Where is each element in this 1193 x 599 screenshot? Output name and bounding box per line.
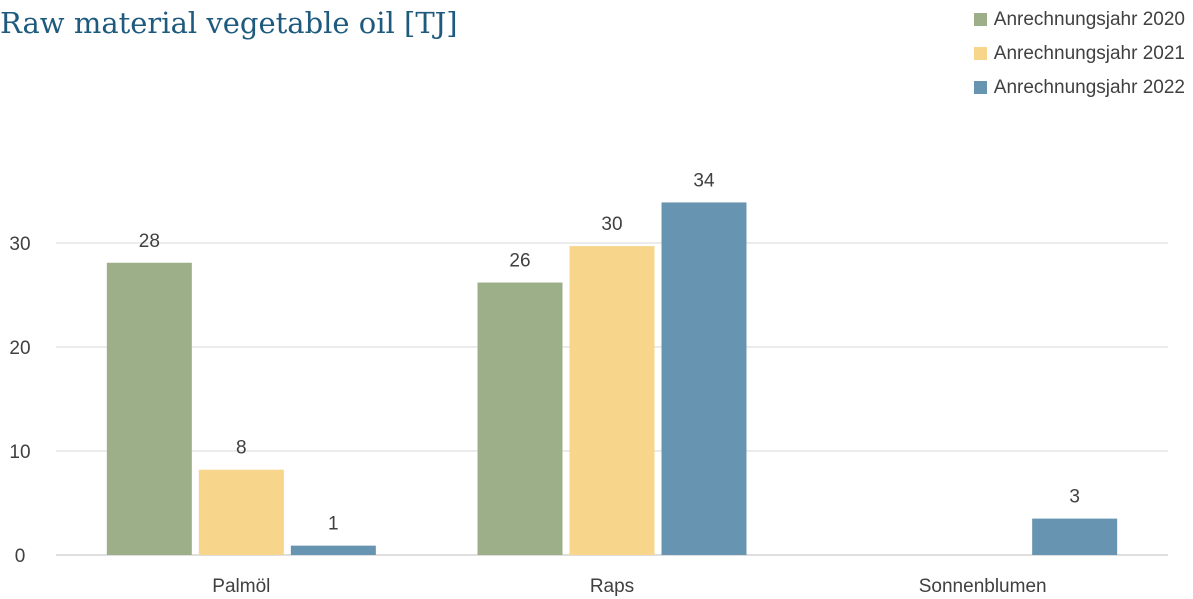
y-tick-label-20: 20 [9,338,30,359]
data-labels: 28 8 1 26 30 34 3 [139,170,1080,534]
bar-sonnenblumen-2022 [1032,518,1118,555]
legend-label-2022: Anrechnungsjahr 2022 [993,76,1185,98]
bar-palm-l-2022 [290,545,376,555]
legend-item-2021: Anrechnungsjahr 2021 [973,42,1185,65]
data-label-palm-l-2021: 8 [236,438,247,459]
data-label-raps-2021: 30 [601,214,622,235]
data-label-sonnenblumen-2022: 3 [1069,487,1080,508]
category-labels: Palmöl Raps Sonnenblumen [212,576,1046,597]
legend-swatch-2021 [973,47,987,60]
chart-legend: Anrechnungsjahr 2020 Anrechnungsjahr 202… [973,8,1185,99]
bar-raps-2022 [661,202,747,555]
y-tick-label-10: 10 [9,442,30,463]
bar-raps-2021 [569,246,655,555]
bar-palm-l-2021 [198,469,284,555]
data-label-palm-l-2020: 28 [139,231,160,252]
legend-label-2020: Anrechnungsjahr 2020 [993,8,1185,30]
chart-title: Raw material vegetable oil [TJ] [0,6,458,40]
legend-swatch-2020 [973,13,987,26]
category-label-palm-l: Palmöl [212,576,270,597]
data-label-raps-2022: 34 [693,170,715,191]
bar-raps-2020 [477,282,563,555]
bars [106,202,1118,555]
data-label-palm-l-2022: 1 [328,514,339,535]
legend-label-2021: Anrechnungsjahr 2021 [993,42,1185,64]
y-axis-tick-labels: 0 10 20 30 [9,234,30,567]
data-label-raps-2020: 26 [509,251,530,272]
category-label-raps: Raps [590,576,634,597]
y-tick-label-30: 30 [9,234,30,255]
bar-palm-l-2020 [106,262,192,555]
category-label-sonnenblumen: Sonnenblumen [919,576,1047,597]
legend-swatch-2022 [973,81,987,94]
legend-item-2020: Anrechnungsjahr 2020 [973,8,1185,31]
legend-item-2022: Anrechnungsjahr 2022 [973,76,1185,99]
y-tick-label-0: 0 [15,546,26,567]
